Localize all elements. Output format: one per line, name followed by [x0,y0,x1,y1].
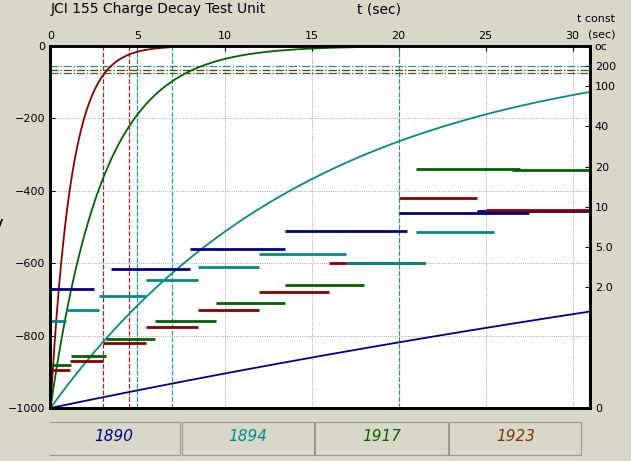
Text: 1917: 1917 [362,429,401,444]
Text: t const: t const [577,14,615,24]
Text: t (sec): t (sec) [357,2,401,16]
Y-axis label: V: V [0,218,3,236]
FancyBboxPatch shape [48,422,180,455]
Text: 1890: 1890 [95,429,133,444]
FancyBboxPatch shape [316,422,447,455]
Text: 1923: 1923 [496,429,534,444]
FancyBboxPatch shape [449,422,581,455]
Text: (sec): (sec) [587,30,615,40]
Text: 1894: 1894 [228,429,267,444]
FancyBboxPatch shape [182,422,314,455]
Text: JCI 155 Charge Decay Test Unit: JCI 155 Charge Decay Test Unit [50,2,266,16]
